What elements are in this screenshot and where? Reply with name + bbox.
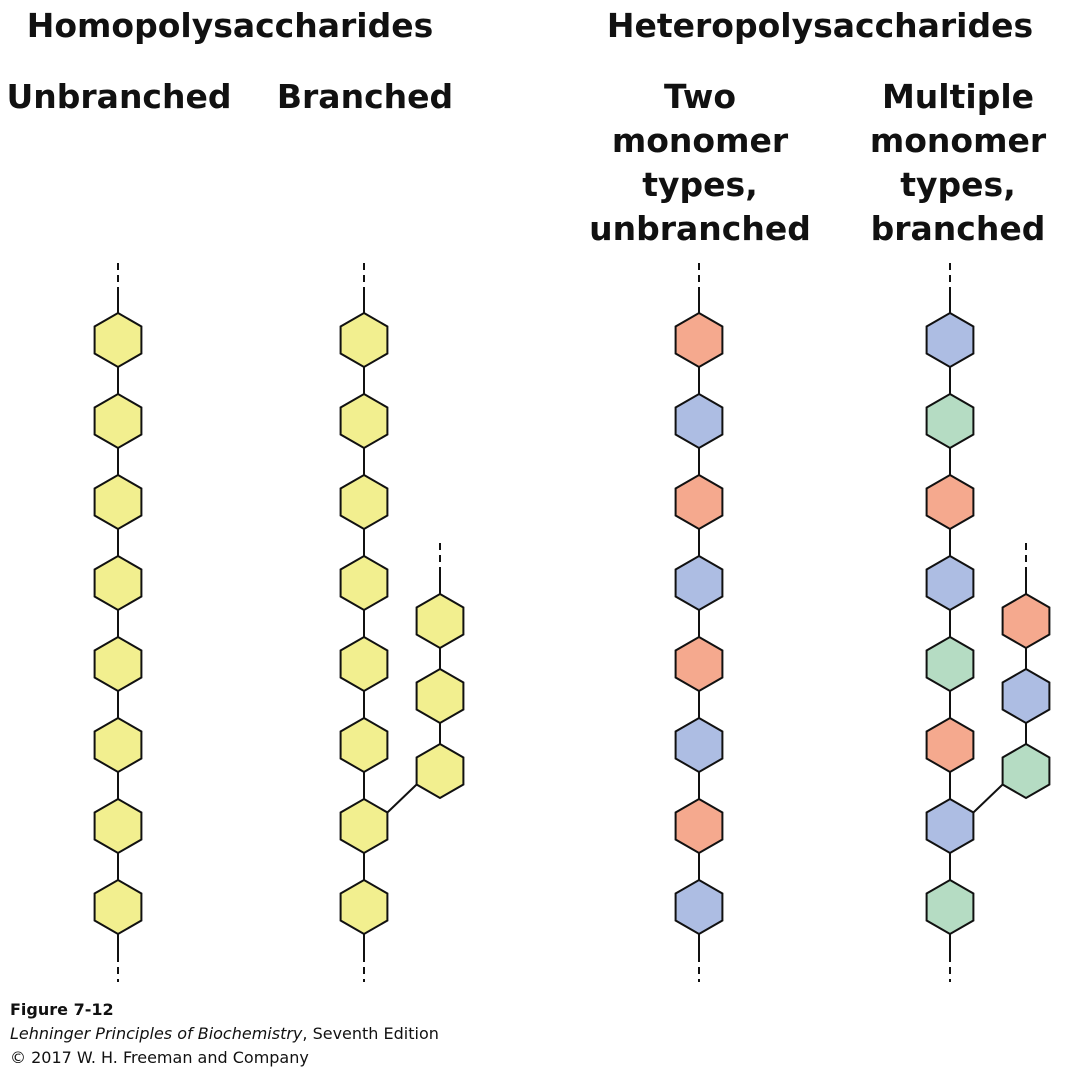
monomer-hexagon: [674, 878, 724, 936]
homopolysaccharides-heading: Homopolysaccharides: [27, 6, 434, 45]
monomer-hexagon: [674, 716, 724, 774]
column-label-3-line-1: Two: [664, 77, 736, 116]
monomer-hexagon: [93, 473, 143, 531]
column-label-3-line-3: types,: [642, 165, 757, 204]
monomer-hexagon: [674, 635, 724, 693]
column-label-4-line-1: Multiple: [882, 77, 1034, 116]
figure-caption: Figure 7-12 Lehninger Principles of Bioc…: [10, 998, 439, 1070]
book-title: Lehninger Principles of Biochemistry: [10, 1024, 303, 1043]
monomer-hexagon: [93, 797, 143, 855]
monomer-hexagon-branch: [415, 667, 465, 725]
monomer-hexagon: [339, 878, 389, 936]
monomer-hexagon: [93, 311, 143, 369]
monomer-hexagon-branch: [1001, 742, 1051, 800]
column-label-3-line-2: monomer: [612, 121, 789, 160]
column-label-4-line-4: branched: [871, 209, 1046, 248]
column-label-2-line-1: Branched: [277, 77, 453, 116]
monomer-hexagon-branch: [1001, 667, 1051, 725]
monomer-hexagon: [93, 554, 143, 612]
monomer-hexagon: [339, 554, 389, 612]
column-label-1-line-1: Unbranched: [6, 77, 231, 116]
monomer-hexagon: [674, 311, 724, 369]
monomer-hexagon: [339, 635, 389, 693]
column-label-4-line-2: monomer: [870, 121, 1047, 160]
monomer-hexagon: [339, 311, 389, 369]
book-edition: , Seventh Edition: [302, 1024, 439, 1043]
heteropolysaccharides-heading: Heteropolysaccharides: [607, 6, 1033, 45]
branch-point-bond: [972, 783, 1004, 814]
monomer-hexagon: [93, 716, 143, 774]
column-label-4-line-3: types,: [900, 165, 1015, 204]
monomer-hexagon: [925, 635, 975, 693]
monomer-hexagon: [925, 554, 975, 612]
monomer-hexagon: [674, 797, 724, 855]
monomer-hexagon: [925, 311, 975, 369]
column-label-3-line-4: unbranched: [589, 209, 811, 248]
monomer-hexagon: [925, 878, 975, 936]
figure-number: Figure 7-12: [10, 1000, 114, 1019]
branch-point-bond: [386, 783, 418, 814]
monomer-hexagon: [674, 392, 724, 450]
monomer-hexagon-branch: [415, 742, 465, 800]
monomer-hexagon: [93, 878, 143, 936]
copyright-line: © 2017 W. H. Freeman and Company: [10, 1048, 309, 1067]
monomer-hexagon: [339, 392, 389, 450]
monomer-hexagon: [925, 797, 975, 855]
monomer-hexagon-branch: [415, 592, 465, 650]
monomer-hexagon: [674, 554, 724, 612]
monomer-hexagon: [925, 392, 975, 450]
monomer-hexagon-branch: [1001, 592, 1051, 650]
chain-branched: [339, 263, 465, 982]
monomer-hexagon: [339, 473, 389, 531]
monomer-hexagon: [674, 473, 724, 531]
monomer-hexagon: [93, 635, 143, 693]
monomer-hexagon: [339, 797, 389, 855]
chain-multiple-types: [925, 263, 1051, 982]
monomer-hexagon: [93, 392, 143, 450]
chain-two-types: [674, 263, 724, 982]
monomer-hexagon: [339, 716, 389, 774]
monomer-hexagon: [925, 716, 975, 774]
chain-unbranched: [93, 263, 143, 982]
monomer-hexagon: [925, 473, 975, 531]
